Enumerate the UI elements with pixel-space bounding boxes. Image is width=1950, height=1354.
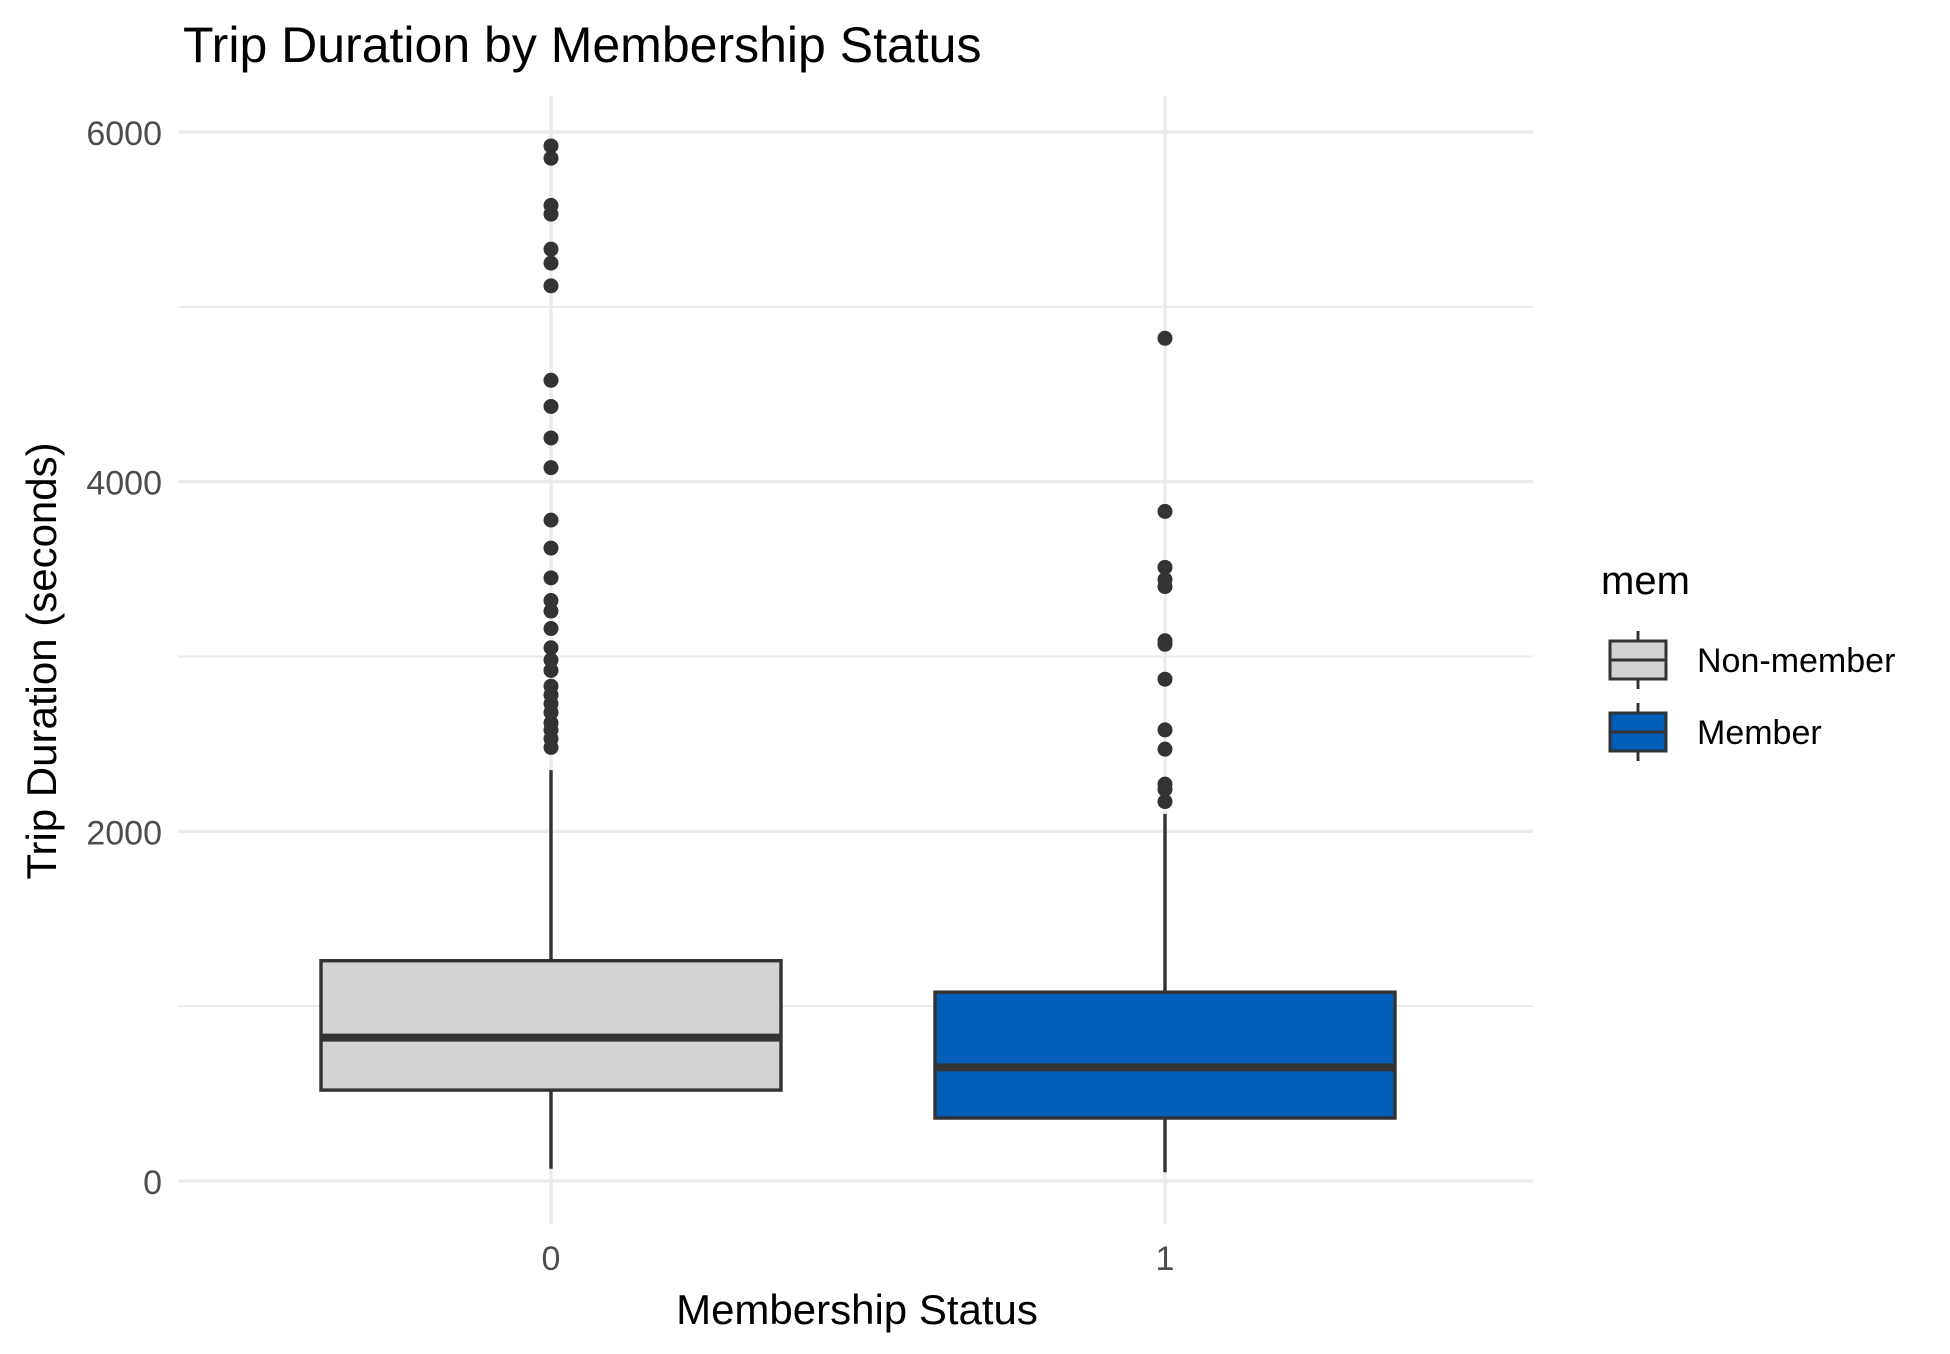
legend-items: Non-member Member	[1608, 631, 1895, 761]
y-axis-title: Trip Duration (seconds)	[18, 442, 65, 879]
legend-label: Non-member	[1697, 642, 1895, 680]
box-iqr	[319, 959, 783, 1092]
outlier-point	[543, 540, 559, 556]
legend-title: mem	[1601, 559, 1690, 603]
outlier-point	[543, 460, 559, 476]
y-tick-label: 2000	[86, 814, 162, 852]
outlier-point	[543, 197, 559, 213]
outlier-point	[543, 241, 559, 257]
outlier-point	[1157, 794, 1173, 810]
y-tick-label: 6000	[86, 115, 162, 153]
outlier-point	[543, 372, 559, 388]
outlier-point	[543, 621, 559, 637]
y-tick-label: 4000	[86, 465, 162, 503]
outlier-point	[543, 570, 559, 586]
outlier-point	[1157, 741, 1173, 757]
outlier-point	[1157, 503, 1173, 519]
outlier-point	[1157, 572, 1173, 588]
outlier-point	[543, 593, 559, 609]
legend-label: Member	[1697, 714, 1822, 752]
outlier-point	[543, 150, 559, 166]
outlier-point	[543, 138, 559, 154]
x-tick-label: 1	[1156, 1240, 1175, 1278]
outlier-point	[1157, 559, 1173, 575]
legend-item-member: Member	[1608, 703, 1822, 761]
plot-area	[319, 138, 1397, 1173]
outlier-point	[543, 678, 559, 694]
outlier-point	[543, 652, 559, 668]
outlier-point	[1157, 671, 1173, 687]
outlier-point	[543, 715, 559, 731]
outlier-point	[1157, 722, 1173, 738]
x-tick-label: 0	[542, 1240, 561, 1278]
outlier-point	[1157, 330, 1173, 346]
outlier-point	[543, 640, 559, 656]
legend-item-non-member: Non-member	[1608, 631, 1895, 689]
chart-title: Trip Duration by Membership Status	[183, 17, 981, 73]
y-tick-label: 0	[143, 1164, 162, 1202]
outlier-point	[543, 255, 559, 271]
axes: 0 2000 4000 6000 0 1	[86, 115, 1174, 1278]
outlier-point	[1157, 776, 1173, 792]
x-axis-title: Membership Status	[676, 1286, 1038, 1333]
outlier-point	[543, 430, 559, 446]
outlier-point	[1157, 633, 1173, 649]
grid-lines	[178, 96, 1533, 1224]
box-iqr	[933, 990, 1397, 1120]
outlier-point	[543, 398, 559, 414]
box-group-1	[933, 330, 1397, 1173]
box-group-0	[319, 138, 783, 1169]
legend: mem Non-member Member	[1601, 559, 1895, 761]
outlier-point	[543, 603, 559, 619]
outlier-point	[543, 662, 559, 678]
outlier-point	[543, 278, 559, 294]
outlier-point	[543, 512, 559, 528]
